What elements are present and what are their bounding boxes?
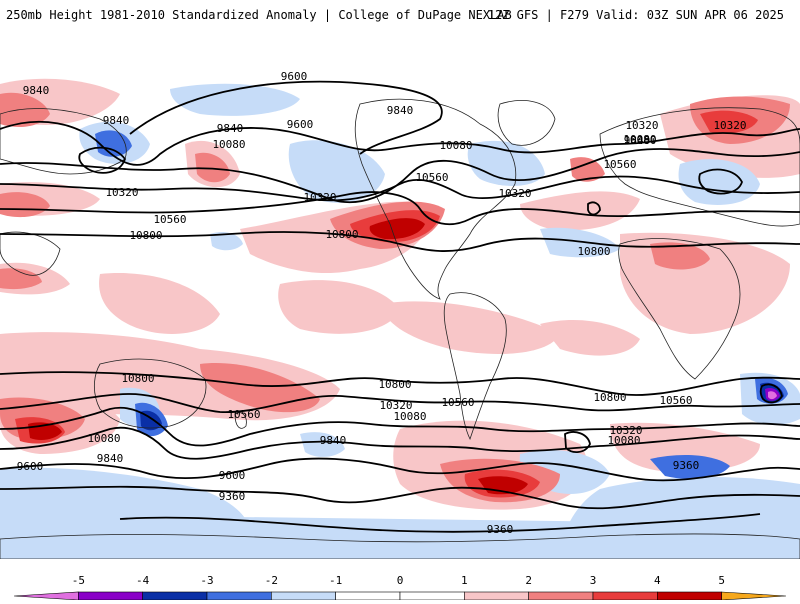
contour-label: 9840	[103, 114, 130, 127]
contour-label: 10080	[87, 432, 120, 445]
contour-label: 9840	[97, 452, 124, 465]
colorbar-tick-label: 1	[461, 574, 468, 587]
contour-label: 10800	[325, 228, 358, 241]
colorbar-tick-label: -1	[329, 574, 342, 587]
contour-label: 9840	[320, 434, 347, 447]
colorbar-segment	[399, 591, 465, 601]
contour-label: 10080	[623, 134, 656, 147]
contour-label: 9360	[487, 523, 514, 536]
contour-label: 10560	[415, 171, 448, 184]
colorbar-tick-label: 5	[718, 574, 725, 587]
contour-label: 9600	[287, 118, 314, 131]
contour-label: 9840	[217, 122, 244, 135]
contour-label: 10560	[659, 394, 692, 407]
contour-label: 10320	[609, 424, 642, 437]
colorbar-segment	[78, 591, 143, 601]
contour-label: 10800	[577, 245, 610, 258]
colorbar: -5 -4 -3 -2 -1 0 1 2 3 4 5	[0, 560, 800, 601]
colorbar-segment	[206, 591, 272, 601]
colorbar-left-arrow	[13, 591, 79, 601]
contour-label: 10560	[153, 213, 186, 226]
colorbar-right-arrow	[721, 591, 787, 601]
contour-label: 10800	[378, 378, 411, 391]
contour-label: 10320	[713, 119, 746, 132]
contour-label: 9600	[281, 70, 308, 83]
contour-label: 9840	[23, 84, 50, 97]
contour-label: 10080	[212, 138, 245, 151]
colorbar-tick-label: 3	[590, 574, 597, 587]
anomaly-map: 9840 9600 9840 9840 10080 10320 10560 10800 9600…	[0, 34, 800, 559]
contour-label: 9840	[387, 104, 414, 117]
colorbar-tick-label: 2	[525, 574, 532, 587]
colorbar-tick-label: 0	[397, 574, 404, 587]
colorbar-tick-label: -4	[136, 574, 150, 587]
contour-labels: 9840960098409840100801032010560108009600…	[17, 70, 747, 536]
colorbar-ticks: -5 -4 -3 -2 -1 0 1 2 3 4 5	[72, 574, 725, 587]
contour-label: 10800	[593, 391, 626, 404]
model-run-info: 12Z GFS | F279 Valid: 03Z SUN APR 06 202…	[487, 8, 784, 22]
colorbar-segment	[592, 591, 658, 601]
colorbar-segment	[464, 591, 529, 601]
contour-label: 9360	[219, 490, 246, 503]
contour-label: 10320	[105, 186, 138, 199]
contour-label: 9600	[17, 460, 44, 473]
contour-label: 10560	[441, 396, 474, 409]
height-contours	[0, 80, 800, 533]
contour-label: 10320	[498, 187, 531, 200]
map-header: 250mb Height 1981-2010 Standardized Anom…	[0, 0, 800, 34]
contour-label: 10080	[439, 139, 472, 152]
map-title: 250mb Height 1981-2010 Standardized Anom…	[6, 8, 512, 22]
contour-label: 10320	[379, 399, 412, 412]
contour-label: 10320	[625, 119, 658, 132]
contour-label: 9600	[219, 469, 246, 482]
colorbar-tick-label: 4	[654, 574, 661, 587]
contour-label: 9840	[624, 134, 651, 147]
colorbar-tick-label: -3	[200, 574, 213, 587]
colorbar-segment	[528, 591, 594, 601]
contour-label: 10800	[129, 229, 162, 242]
colorbar-segment	[271, 591, 336, 601]
colorbar-svg: -5 -4 -3 -2 -1 0 1 2 3 4 5	[13, 574, 787, 601]
contour-label: 10560	[227, 408, 260, 421]
colorbar-segments	[13, 591, 787, 601]
contour-label: 10080	[623, 133, 656, 146]
contour-label: 10080	[393, 410, 426, 423]
colorbar-segment	[335, 591, 401, 601]
colorbar-segment	[142, 591, 208, 601]
contour-label: 9360	[673, 459, 700, 472]
colorbar-segment	[657, 591, 722, 601]
anomaly-map-svg: 9840960098409840100801032010560108009600…	[0, 34, 800, 559]
contour-label: 10800	[121, 372, 154, 385]
contour-label: 10080	[607, 434, 640, 447]
contour-label: 10320	[303, 191, 336, 204]
colorbar-tick-label: -5	[72, 574, 85, 587]
colorbar-tick-label: -2	[265, 574, 278, 587]
contour-label: 10560	[603, 158, 636, 171]
